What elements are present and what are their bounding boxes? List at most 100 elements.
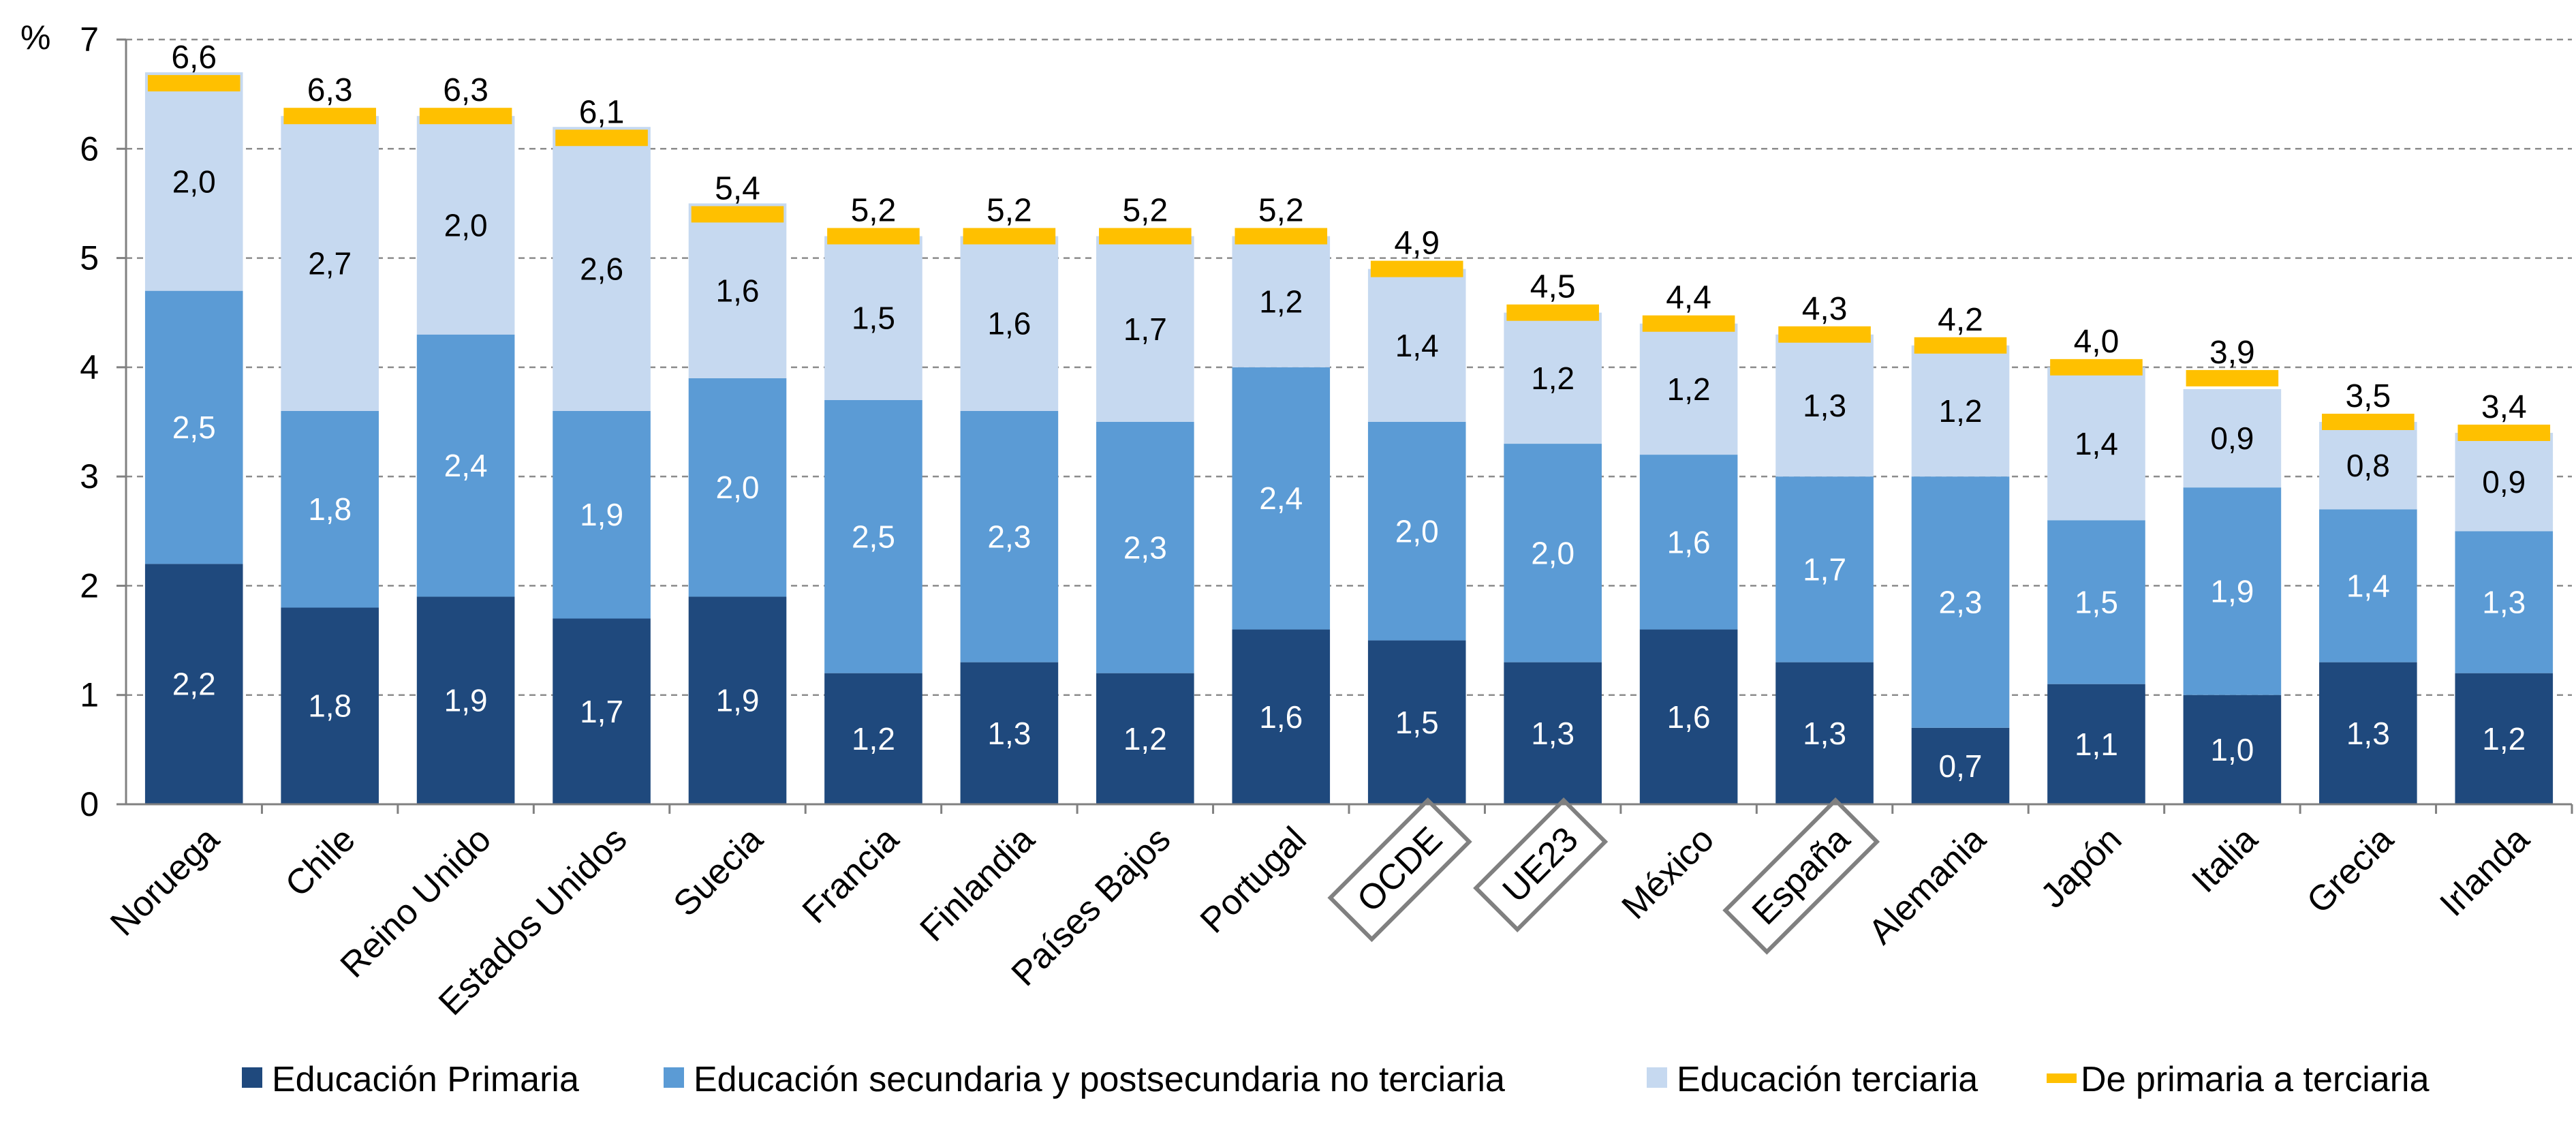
x-category-group: Chile [278,819,363,904]
data-label: 1,7 [1123,311,1167,347]
bar-segment [1911,476,2010,728]
bar-segment [688,203,787,378]
bar-segment [144,290,243,564]
data-label: 2,2 [172,667,216,702]
bar-segment [416,596,515,804]
bar-segment [960,236,1059,411]
x-tick-label: Chile [278,819,363,904]
bar-segment [2183,695,2282,804]
y-tick-label: 0 [80,785,99,823]
data-label: 1,9 [2210,573,2254,609]
y-axis: % 0 1 2 3 4 5 6 7 [20,18,127,823]
data-label: 1,5 [852,301,895,336]
x-category-group: Francia [795,819,907,931]
bar-segment [1639,323,1738,455]
y-tick-label: 3 [80,457,99,496]
data-label: 1,6 [987,306,1031,341]
total-label: 6,3 [443,72,488,108]
total-marker [1642,315,1735,332]
data-label: 1,7 [580,694,623,729]
legend-swatch [1647,1067,1667,1088]
total-marker [1370,260,1463,277]
legend-label: Educación terciaria [1677,1060,1978,1099]
bars: 2,2 2,5 2,0 6,6 1,8 1,8 2,7 6,3 1,9 2,4 2,0 6,3 1,7 1… [144,40,2554,804]
total-label: 5,4 [715,170,760,207]
bar-segment [281,607,379,804]
total-label: 5,2 [1122,193,1168,229]
data-label: 1,2 [852,721,895,757]
x-category-group: OCDE [1327,797,1472,943]
total-marker [1506,304,1599,321]
bar-segment [553,127,651,411]
x-category-group: Alemania [1861,819,1993,951]
x-tick-label: Irlanda [2432,819,2536,924]
data-label: 2,5 [852,519,895,554]
data-label: 1,3 [1803,388,1846,423]
bar-segment [2183,388,2282,488]
data-label: 1,4 [2346,568,2390,603]
data-label: 1,6 [1259,699,1303,735]
bar-segment [2183,487,2282,695]
data-label: 1,2 [1667,371,1711,407]
legend: Educación Primaria Educación secundaria y… [242,1060,2430,1099]
total-label: 6,6 [171,40,217,76]
x-category-group: Suecia [666,819,771,924]
total-marker [1778,326,1871,343]
data-label: 1,0 [2210,732,2254,767]
x-category-group: Grecia [2299,819,2401,921]
x-category-group: Italia [2184,819,2265,900]
highlight-box [1473,797,1609,932]
data-label: 0,8 [2346,448,2390,483]
data-label: 0,9 [2482,464,2526,500]
y-unit-label: % [20,18,50,57]
y-tick-label: 7 [80,20,99,59]
bar-segment [688,596,787,804]
bar-segment [416,334,515,597]
x-category-group: Finlandia [913,819,1042,949]
y-tick-label: 6 [80,129,99,168]
data-label: 1,3 [987,716,1031,751]
total-label: 5,2 [851,193,897,229]
total-marker [419,108,512,125]
total-marker [963,228,1056,245]
bar-segment [281,116,379,411]
bar-segment [2455,531,2554,673]
total-label: 3,5 [2345,378,2391,414]
y-tick-label: 5 [80,239,99,277]
bar-segment [1096,673,1194,804]
data-label: 2,0 [444,207,488,243]
total-label: 6,3 [307,72,353,108]
bar-segment [2319,509,2417,662]
bar-segment [2455,673,2554,804]
data-label: 1,9 [580,497,623,532]
x-tick-label: Suecia [666,819,771,924]
data-label: 2,0 [1395,513,1439,549]
total-label: 5,2 [1258,193,1304,229]
data-label: 2,7 [308,246,352,281]
data-label: 1,3 [2482,584,2526,620]
bar-segment [688,378,787,597]
x-tick-label: Japón [2033,819,2129,915]
x-tick-label: Noruega [103,819,227,943]
highlight-box [1327,797,1472,943]
bar-segment [1096,422,1194,673]
data-label: 0,7 [1939,748,1983,784]
total-marker [1914,337,2007,354]
data-label: 1,8 [308,491,352,527]
x-tick-label: México [1615,819,1722,926]
legend-swatch [242,1067,262,1088]
bar-segment [824,673,922,804]
bar-segment [2047,684,2145,804]
bar-segment [1232,236,1331,367]
bar-segment [1232,629,1331,804]
total-label: 6,1 [579,94,625,130]
gridlines [126,38,2572,696]
data-label: 0,9 [2210,421,2254,456]
data-label: 2,3 [987,519,1031,554]
bar-segment [1775,334,1874,477]
bar-segment [1232,367,1331,630]
total-label: 4,5 [1530,269,1576,305]
x-category-group: México [1615,819,1722,926]
